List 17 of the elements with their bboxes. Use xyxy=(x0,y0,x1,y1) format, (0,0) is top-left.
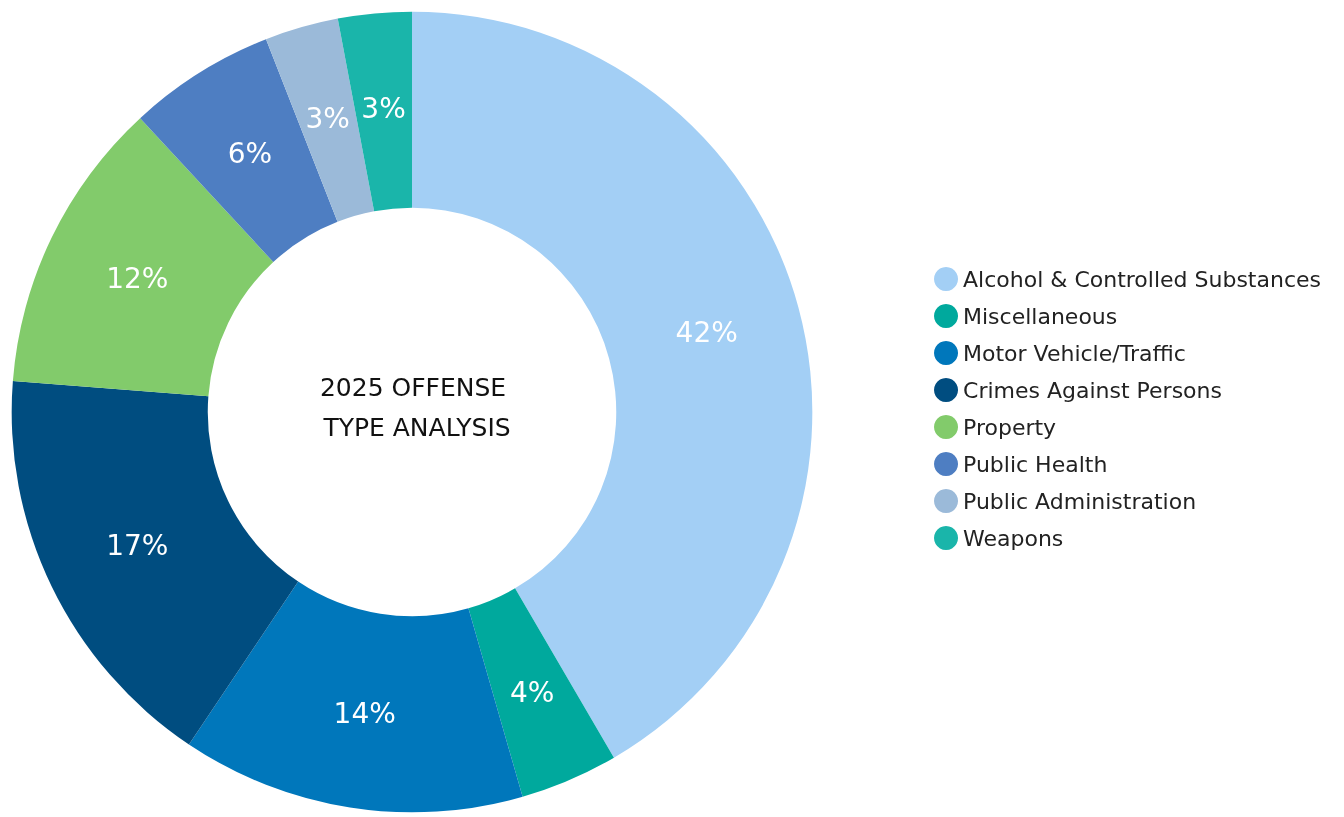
legend-label: Public Administration xyxy=(963,488,1197,514)
data-label: 3% xyxy=(361,91,406,125)
data-label: 12% xyxy=(106,262,169,296)
data-label: 14% xyxy=(333,697,396,731)
data-label: 42% xyxy=(675,315,738,349)
legend-label: Alcohol & Controlled Substances xyxy=(963,266,1321,292)
legend-label: Public Health xyxy=(963,451,1108,477)
data-label: 6% xyxy=(227,136,273,170)
data-label: 4% xyxy=(509,676,555,710)
data-label: 17% xyxy=(106,528,169,562)
legend-label: Property xyxy=(963,414,1057,440)
text: 2025 OFFENSE TYPE ANALYSIS xyxy=(319,372,515,442)
legend-label: Motor Vehicle/Traffic xyxy=(963,340,1186,366)
legend-label: Miscellaneous xyxy=(963,303,1118,329)
legend-label: Crimes Against Persons xyxy=(963,377,1222,403)
legend-label: Weapons xyxy=(963,525,1064,551)
data-label: 3% xyxy=(305,102,350,136)
